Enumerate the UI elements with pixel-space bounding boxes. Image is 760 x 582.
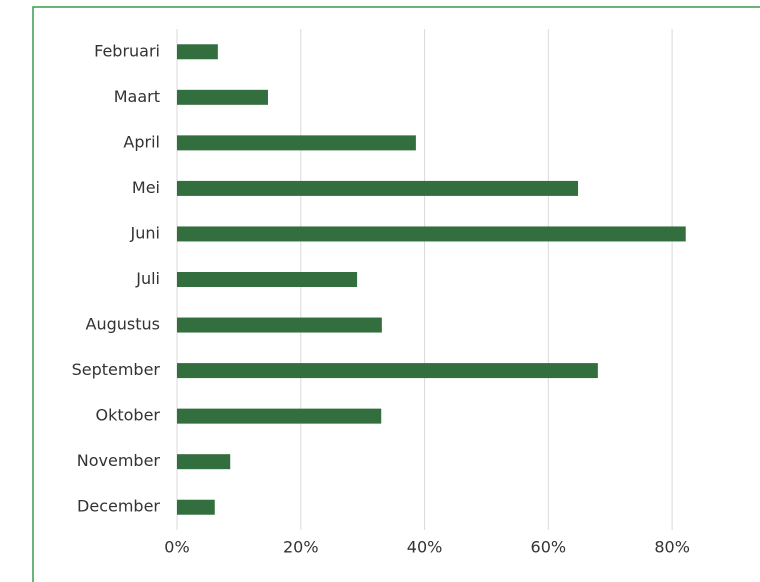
- y-tick-label: Oktober: [96, 406, 161, 425]
- bar: [177, 363, 598, 379]
- bar: [177, 317, 382, 333]
- bar: [177, 454, 231, 470]
- bar: [177, 89, 268, 105]
- y-tick-label: Mei: [132, 178, 160, 197]
- bar: [177, 44, 218, 60]
- bar: [177, 499, 215, 515]
- y-tick-label: Juni: [130, 223, 160, 242]
- bar: [177, 135, 416, 151]
- x-tick-label: 80%: [654, 538, 690, 557]
- y-tick-label: Maart: [114, 87, 160, 106]
- x-tick-label: 40%: [407, 538, 443, 557]
- chart-frame: [32, 6, 760, 582]
- x-tick-label: 0%: [164, 538, 189, 557]
- bar: [177, 226, 686, 242]
- y-tick-label: Augustus: [86, 315, 160, 334]
- x-tick-label: 60%: [531, 538, 567, 557]
- y-tick-label: December: [77, 497, 160, 516]
- bar: [177, 408, 382, 424]
- y-tick-label: Juli: [135, 269, 160, 288]
- x-tick-label: 20%: [283, 538, 319, 557]
- y-tick-label: September: [72, 360, 161, 379]
- y-tick-label: Februari: [94, 41, 160, 60]
- y-tick-label: November: [77, 451, 161, 470]
- y-tick-label: April: [123, 132, 160, 151]
- bar: [177, 272, 358, 287]
- bar: [177, 180, 579, 196]
